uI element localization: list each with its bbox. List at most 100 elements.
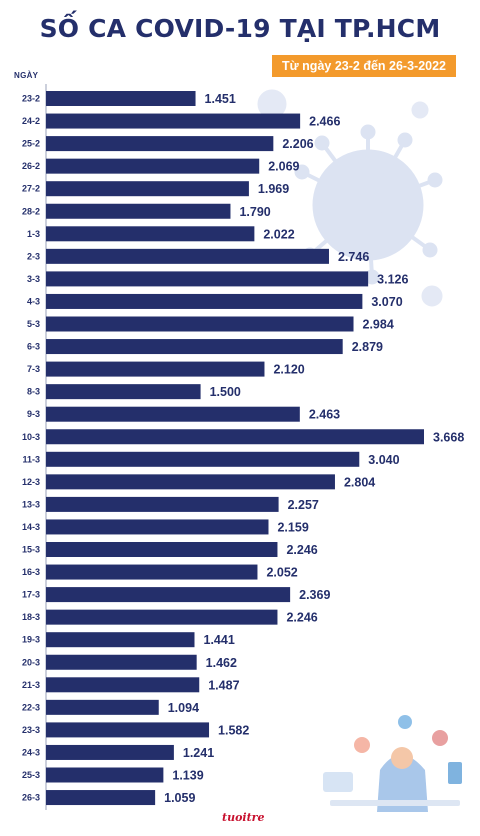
- publisher-logo: tuoitre: [222, 811, 265, 824]
- bar: [46, 609, 278, 625]
- value-label: 2.246: [286, 611, 317, 625]
- category-label: 25-3: [22, 770, 40, 780]
- value-label: 2.120: [273, 363, 304, 377]
- value-label: 2.246: [286, 543, 317, 557]
- y-axis-title: NGÀY: [14, 71, 39, 80]
- bar: [46, 654, 197, 670]
- value-label: 1.441: [204, 633, 235, 647]
- category-label: 18-3: [22, 612, 40, 622]
- category-label: 2-3: [27, 251, 40, 261]
- bar: [46, 271, 369, 287]
- category-label: 9-3: [27, 409, 40, 419]
- value-label: 1.451: [205, 92, 236, 106]
- bar: [46, 226, 255, 242]
- value-label: 2.206: [282, 137, 313, 151]
- category-label: 24-3: [22, 747, 40, 757]
- value-label: 1.139: [172, 769, 203, 783]
- category-label: 5-3: [27, 319, 40, 329]
- category-label: 21-3: [22, 680, 40, 690]
- bar: [46, 136, 274, 152]
- bar: [46, 744, 174, 760]
- bar: [46, 699, 159, 715]
- category-label: 25-2: [22, 139, 40, 149]
- value-label: 1.462: [206, 656, 237, 670]
- bar: [46, 722, 210, 738]
- bar: [46, 316, 354, 332]
- bar: [46, 474, 335, 490]
- category-label: 23-3: [22, 725, 40, 735]
- category-label: 11-3: [22, 454, 40, 464]
- value-label: 3.070: [371, 295, 402, 309]
- value-label: 2.879: [352, 340, 383, 354]
- category-label: 20-3: [22, 657, 40, 667]
- bar: [46, 158, 260, 174]
- value-label: 3.040: [368, 453, 399, 467]
- value-label: 2.069: [268, 160, 299, 174]
- value-label: 2.804: [344, 475, 375, 489]
- value-label: 2.369: [299, 588, 330, 602]
- category-label: 23-2: [22, 94, 40, 104]
- value-label: 1.241: [183, 746, 214, 760]
- value-label: 2.463: [309, 408, 340, 422]
- bar: [46, 406, 300, 422]
- value-label: 1.500: [210, 385, 241, 399]
- category-label: 27-2: [22, 184, 40, 194]
- category-label: 16-3: [22, 567, 40, 577]
- medical-staff-illustration: [323, 715, 462, 812]
- bar: [46, 384, 201, 400]
- category-label: 15-3: [22, 545, 40, 555]
- bar: [46, 181, 249, 197]
- value-label: 2.984: [363, 318, 394, 332]
- bar: [46, 587, 291, 603]
- category-label: 1-3: [27, 229, 40, 239]
- value-label: 2.022: [263, 227, 294, 241]
- bar: [46, 790, 156, 806]
- category-label: 22-3: [22, 702, 40, 712]
- category-label: 26-3: [22, 793, 40, 803]
- category-label: 24-2: [22, 116, 40, 126]
- bar: [46, 91, 196, 106]
- category-label: 17-3: [22, 590, 40, 600]
- bar: [46, 429, 424, 445]
- category-label: 12-3: [22, 477, 40, 487]
- bar: [46, 339, 343, 355]
- category-label: 8-3: [27, 387, 40, 397]
- category-label: 26-2: [22, 161, 40, 171]
- value-label: 1.582: [218, 723, 249, 737]
- bar: [46, 677, 200, 693]
- bar: [46, 361, 265, 377]
- bar: [46, 519, 269, 535]
- bar: [46, 203, 231, 219]
- bar: [46, 632, 195, 648]
- category-label: 6-3: [27, 342, 40, 352]
- bar: [46, 542, 278, 557]
- category-label: 19-3: [22, 635, 40, 645]
- date-range-badge: Từ ngày 23-2 đến 26-3-2022: [272, 55, 456, 77]
- bar: [46, 451, 360, 467]
- value-label: 1.094: [168, 701, 199, 715]
- category-label: 3-3: [27, 274, 40, 284]
- value-label: 3.126: [377, 272, 408, 286]
- value-label: 2.746: [338, 250, 369, 264]
- bar: [46, 113, 301, 129]
- value-label: 1.487: [208, 678, 239, 692]
- value-label: 1.969: [258, 182, 289, 196]
- category-label: 7-3: [27, 364, 40, 374]
- bar: [46, 496, 279, 512]
- category-label: 13-3: [22, 499, 40, 509]
- value-label: 2.466: [309, 115, 340, 129]
- bar: [46, 564, 258, 580]
- bar: [46, 767, 164, 783]
- value-label: 3.668: [433, 430, 464, 444]
- bar: [46, 293, 363, 309]
- page-title: SỐ CA COVID-19 TẠI TP.HCM: [39, 14, 441, 43]
- category-label: 14-3: [22, 522, 40, 532]
- value-label: 2.052: [266, 566, 297, 580]
- category-label: 10-3: [22, 432, 40, 442]
- category-label: 4-3: [27, 296, 40, 306]
- value-label: 1.059: [164, 791, 195, 805]
- category-label: 28-2: [22, 206, 40, 216]
- bar: [46, 248, 329, 264]
